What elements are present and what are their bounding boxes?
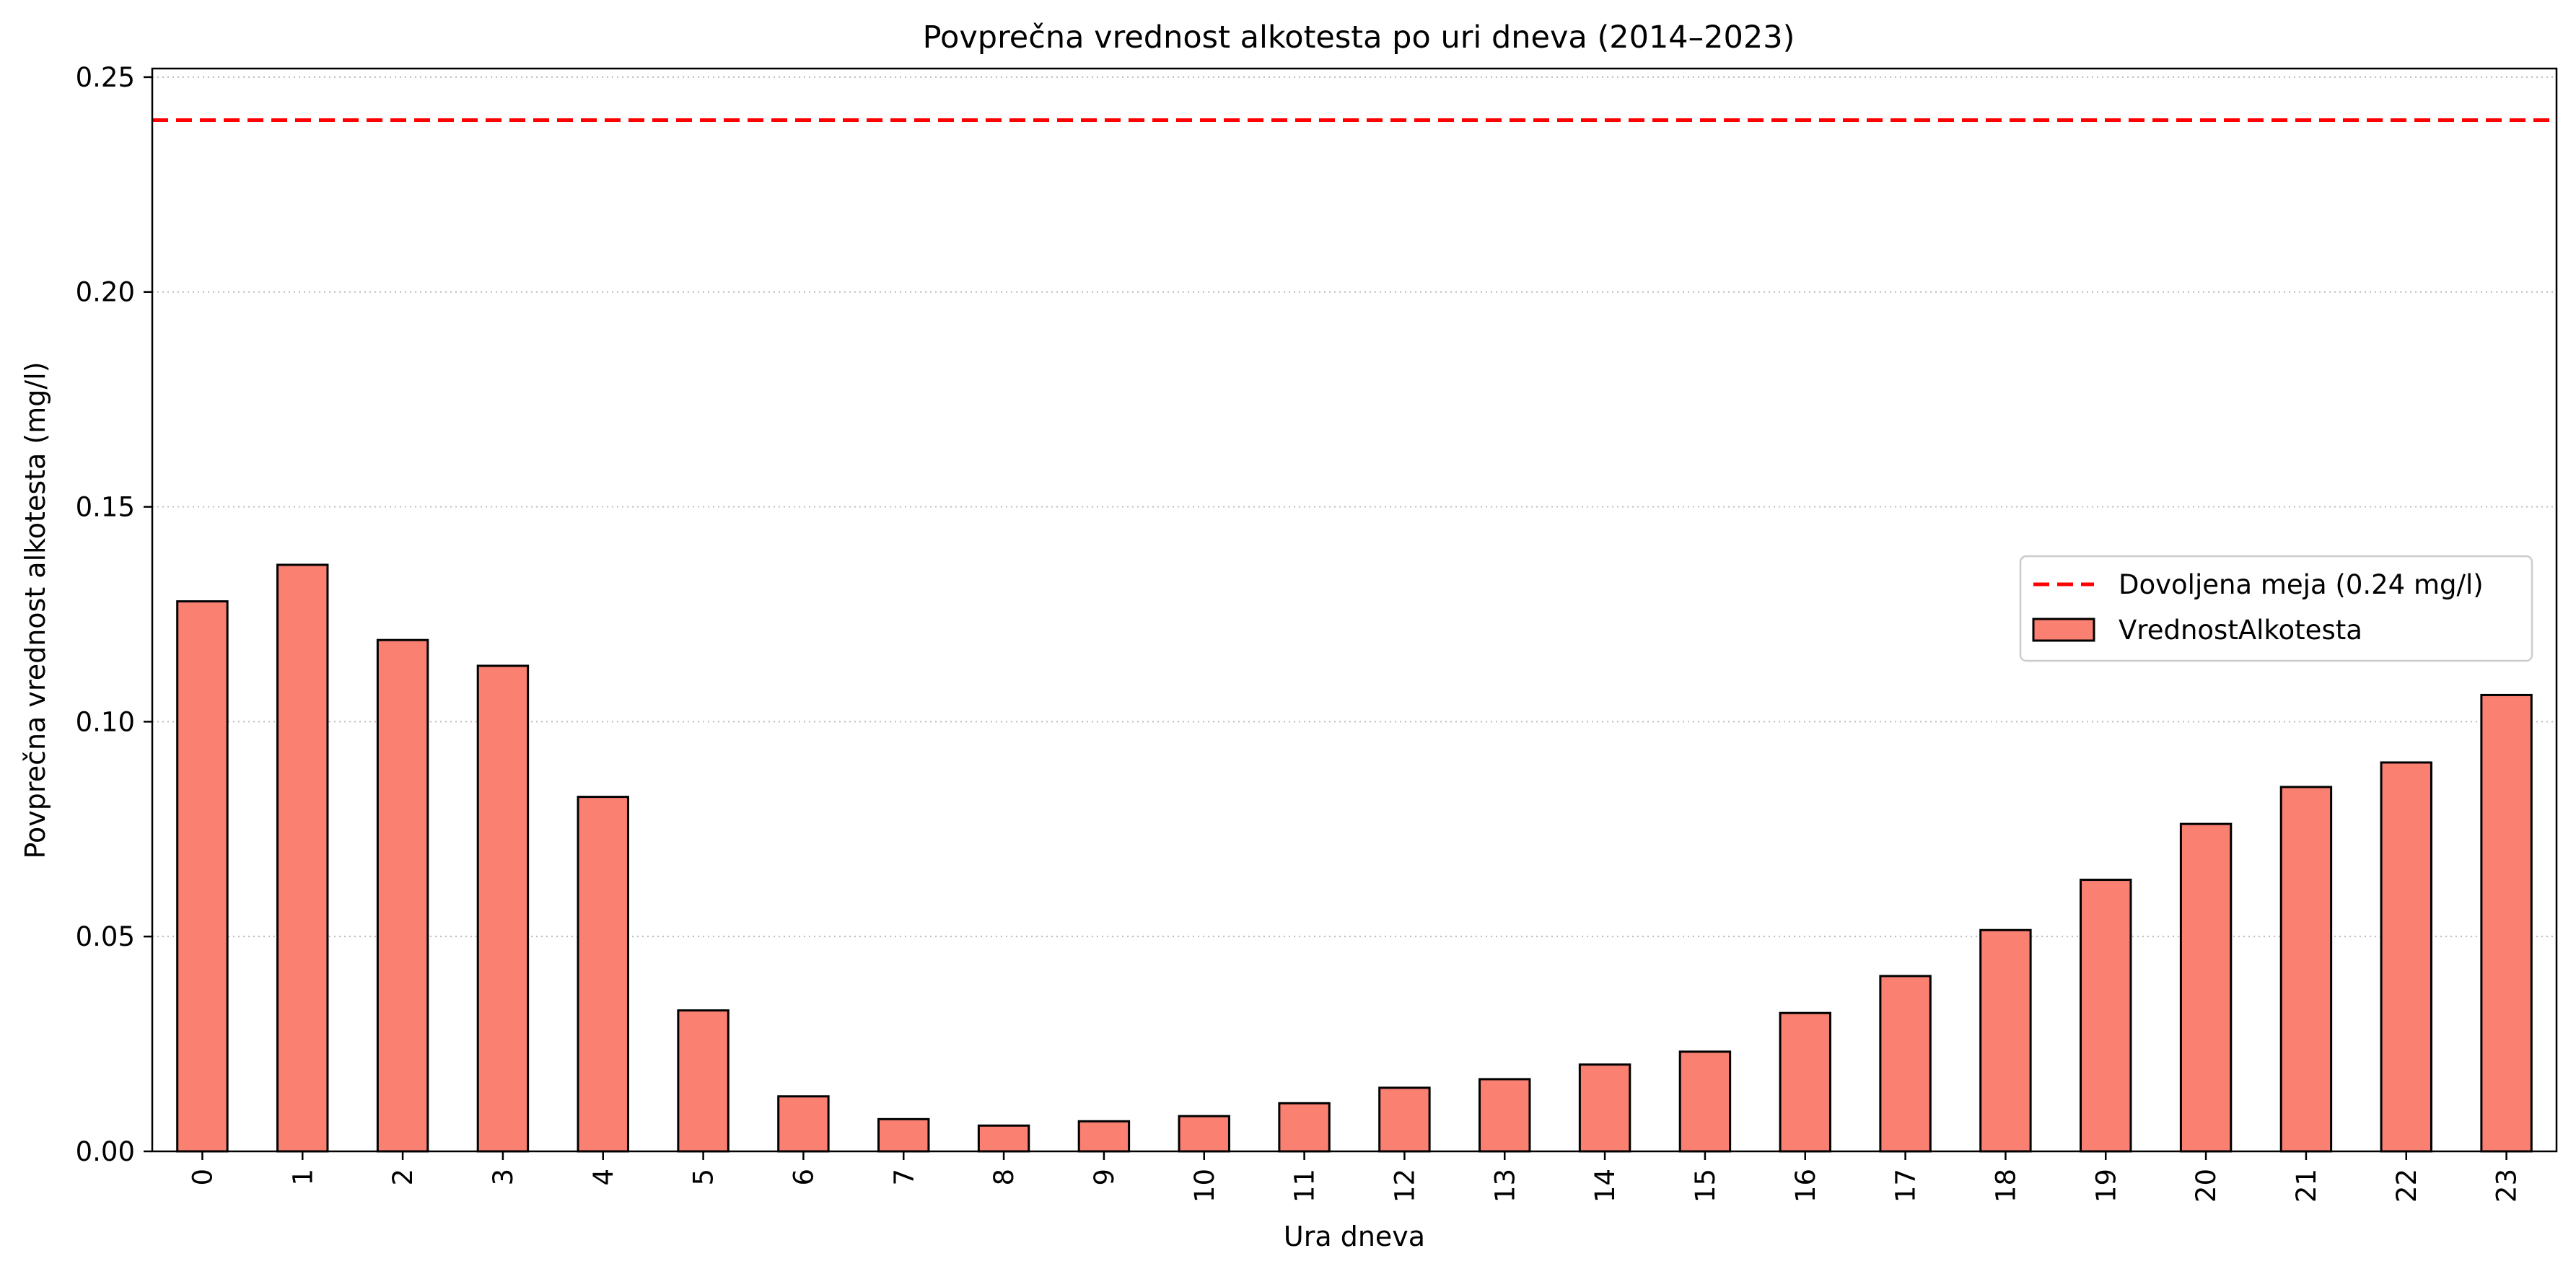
bar — [877, 1117, 930, 1153]
y-tick-label: 0.10 — [76, 706, 135, 737]
x-tick-label: 14 — [1590, 1169, 1621, 1203]
bar — [1879, 975, 1932, 1153]
bar — [476, 664, 530, 1153]
legend: Dovoljena meja (0.24 mg/l) VrednostAlkot… — [2019, 555, 2533, 662]
bar — [2480, 693, 2533, 1153]
bar — [1278, 1102, 1331, 1153]
y-tick-label: 0.20 — [76, 277, 135, 308]
x-tick-label: 22 — [2391, 1169, 2422, 1203]
bar — [2279, 786, 2333, 1153]
plot-frame — [151, 67, 2558, 1153]
x-tick-label: 6 — [788, 1169, 819, 1186]
x-tick-label: 7 — [888, 1169, 919, 1186]
legend-frame — [2019, 555, 2533, 662]
legend-bar-swatch-icon — [2032, 618, 2095, 642]
x-tick-label: 2 — [387, 1169, 419, 1186]
x-tick-label: 1 — [287, 1169, 318, 1186]
y-tick-label: 0.00 — [76, 1136, 135, 1167]
chart-title: Povprečna vrednost alkotesta po uri dnev… — [923, 19, 1795, 56]
x-tick-label: 10 — [1189, 1169, 1220, 1203]
bar — [1979, 928, 2032, 1153]
x-tick-label: 13 — [1489, 1169, 1520, 1203]
bar — [1077, 1120, 1131, 1153]
x-tick-label: 4 — [588, 1169, 619, 1186]
x-tick-label: 18 — [1990, 1169, 2021, 1203]
x-tick-label: 21 — [2291, 1169, 2322, 1203]
x-axis: 0 1 2 3 4 5 6 7 8 9 10 11 12 13 14 15 16 17 18 19 20 21 22 23 — [187, 1151, 2523, 1203]
bar — [1478, 1078, 1531, 1153]
x-tick-label: 16 — [1790, 1169, 1821, 1203]
bar — [1178, 1115, 1230, 1153]
legend-label-reference: Dovoljena meja (0.24 mg/l) — [2119, 569, 2484, 600]
x-axis-label: Ura dneva — [1284, 1221, 1425, 1252]
bar — [777, 1095, 830, 1153]
y-tick-label: 0.15 — [76, 492, 135, 523]
y-axis: 0.00 0.05 0.10 0.15 0.20 0.25 — [76, 62, 152, 1167]
bar — [1779, 1011, 1831, 1153]
x-tick-label: 11 — [1289, 1169, 1320, 1203]
x-tick-label: 15 — [1690, 1169, 1721, 1203]
x-tick-label: 8 — [989, 1169, 1020, 1186]
y-tick-label: 0.05 — [76, 921, 135, 952]
bar — [1678, 1050, 1732, 1153]
x-tick-label: 0 — [187, 1169, 218, 1186]
y-axis-label: Povprečna vrednost alkotesta (mg/l) — [19, 361, 51, 858]
bar — [376, 638, 429, 1153]
bar — [176, 600, 229, 1153]
x-tick-label: 19 — [2090, 1169, 2121, 1203]
x-tick-label: 17 — [1891, 1169, 1922, 1203]
bar — [1578, 1063, 1631, 1153]
x-tick-label: 20 — [2191, 1169, 2222, 1203]
bar — [1378, 1086, 1431, 1153]
legend-label-series: VrednostAlkotesta — [2119, 615, 2362, 646]
bar — [577, 796, 629, 1153]
x-tick-label: 23 — [2492, 1169, 2523, 1203]
x-tick-label: 12 — [1389, 1169, 1420, 1203]
x-tick-label: 5 — [688, 1169, 719, 1186]
bar — [2380, 761, 2432, 1153]
bars — [176, 563, 2533, 1153]
bar — [977, 1124, 1030, 1153]
bar — [2179, 822, 2233, 1153]
bar — [2080, 879, 2132, 1153]
x-tick-label: 3 — [488, 1169, 519, 1186]
bar — [677, 1009, 730, 1153]
y-tick-label: 0.25 — [76, 62, 135, 93]
bar — [276, 563, 329, 1153]
x-tick-label: 9 — [1089, 1169, 1120, 1186]
